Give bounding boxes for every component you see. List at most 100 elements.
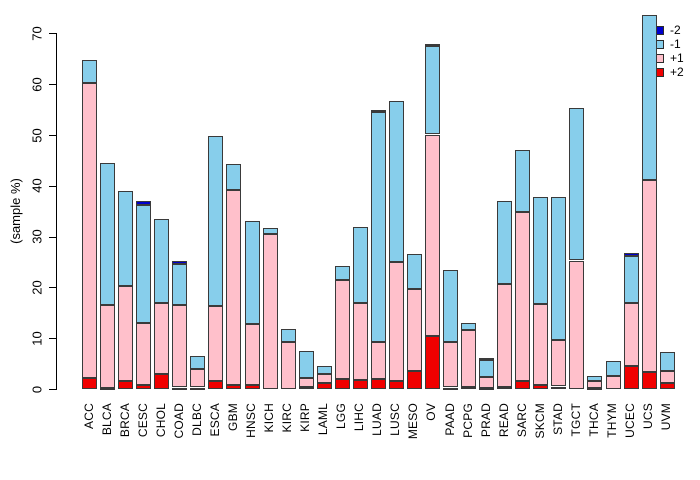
x-tick-label-stad: STAD xyxy=(550,403,565,435)
x-tick-label-brca: BRCA xyxy=(117,403,132,438)
bar-laml-seg-plus1 xyxy=(316,374,332,383)
bar-kich-seg-plus1 xyxy=(262,234,278,389)
y-tick-label: 20 xyxy=(29,280,45,295)
bar-meso-seg-minus1 xyxy=(406,254,422,290)
x-tick-label-ov: OV xyxy=(424,403,439,421)
bar-tgct-seg-minus1 xyxy=(569,107,585,261)
y-tick xyxy=(49,389,56,390)
bar-blca-seg-plus2 xyxy=(100,388,115,390)
x-tick-label-thca: THCA xyxy=(586,403,601,437)
x-tick-label-skcm: SKCM xyxy=(532,403,547,439)
bar-kirc-seg-minus1 xyxy=(280,328,296,343)
legend-item-minus-1: -1 xyxy=(655,37,684,51)
bar-luad-seg-plus2 xyxy=(370,378,386,389)
bar-laml-seg-plus2 xyxy=(316,382,332,389)
bar-ucs-seg-plus2 xyxy=(641,371,657,389)
x-tick-label-kirc: KIRC xyxy=(280,403,295,433)
x-tick-label-laml: LAML xyxy=(316,403,331,436)
bar-cesc-seg-plus2 xyxy=(136,384,152,389)
y-axis-title: (sample %) xyxy=(8,178,23,244)
bar-thym-seg-minus1 xyxy=(605,361,621,377)
bar-read-seg-plus2 xyxy=(497,387,513,389)
bar-prad-seg-minus1 xyxy=(479,359,495,378)
bar-coad-seg-minus1 xyxy=(172,263,188,306)
bar-pcpg-seg-plus2 xyxy=(461,387,477,389)
y-tick xyxy=(49,135,56,136)
x-tick-label-hnsc: HNSC xyxy=(243,403,258,438)
bar-hnsc-seg-plus1 xyxy=(244,324,260,385)
bar-stad-seg-minus1 xyxy=(551,196,567,340)
bar-acc-seg-plus2 xyxy=(82,378,97,389)
legend-item-plus-1: +1 xyxy=(655,51,684,65)
bar-brca-seg-plus1 xyxy=(118,286,134,381)
bar-esca-seg-minus1 xyxy=(208,135,224,306)
bar-coad-seg-plus2 xyxy=(172,387,188,390)
bar-uvm-seg-plus1 xyxy=(659,370,675,384)
bar-lusc-seg-minus1 xyxy=(388,101,404,262)
y-tick-label: 40 xyxy=(29,178,45,194)
bar-ucs-seg-plus1 xyxy=(641,179,657,372)
legend-item-plus-2: +2 xyxy=(655,65,684,79)
bar-prad-seg-minus2 xyxy=(479,357,495,360)
bar-acc-seg-plus1 xyxy=(82,82,97,379)
bar-ov-seg-plus2 xyxy=(424,335,440,389)
bar-read-seg-plus1 xyxy=(497,284,513,387)
bar-luad-seg-plus1 xyxy=(370,342,386,379)
x-tick-label-sarc: SARC xyxy=(514,403,529,438)
bar-cesc-seg-minus2 xyxy=(136,201,152,206)
bar-esca-seg-plus1 xyxy=(208,305,224,381)
x-tick-label-prad: PRAD xyxy=(478,403,493,438)
x-tick-label-esca: ESCA xyxy=(207,403,222,437)
bar-ucs-seg-minus1 xyxy=(641,14,657,180)
bar-ucec-seg-minus1 xyxy=(623,255,639,304)
x-tick-label-kirp: KIRP xyxy=(298,403,313,432)
bar-stad-seg-plus1 xyxy=(551,339,567,387)
x-tick-label-paad: PAAD xyxy=(442,403,457,436)
bar-dlbc-seg-minus1 xyxy=(190,356,206,370)
y-tick xyxy=(49,287,56,289)
bar-sarc-seg-plus2 xyxy=(515,380,531,389)
bar-lihc-seg-plus2 xyxy=(352,379,368,389)
bar-thca-seg-minus1 xyxy=(587,375,603,381)
y-tick xyxy=(49,236,56,238)
bar-cesc-seg-plus1 xyxy=(136,323,152,385)
bar-chol-seg-minus1 xyxy=(154,219,170,304)
x-tick-label-lgg: LGG xyxy=(334,403,349,429)
x-tick-label-dlbc: DLBC xyxy=(189,403,204,436)
x-tick-label-coad: COAD xyxy=(171,403,186,439)
x-tick-label-acc: ACC xyxy=(81,403,96,429)
bar-thym-seg-plus1 xyxy=(605,376,621,389)
bar-coad-seg-minus2 xyxy=(172,260,188,264)
bar-skcm-seg-plus1 xyxy=(533,304,549,385)
bar-meso-seg-plus1 xyxy=(406,289,422,371)
y-tick-label: 60 xyxy=(29,76,45,92)
x-tick-label-lihc: LIHC xyxy=(352,403,367,432)
bar-lusc-seg-plus2 xyxy=(388,380,404,389)
bar-lgg-seg-plus1 xyxy=(334,280,350,379)
bar-uvm-seg-plus2 xyxy=(659,383,675,389)
y-tick-label: 10 xyxy=(29,330,45,346)
y-tick xyxy=(49,338,56,340)
bar-brca-seg-plus2 xyxy=(118,380,134,389)
bar-chol-seg-plus2 xyxy=(154,374,170,389)
bar-ov-seg-plus1 xyxy=(424,134,440,336)
legend-label-plus-2: +2 xyxy=(670,65,684,79)
bar-laml-seg-minus1 xyxy=(316,365,332,375)
bar-cesc-seg-minus1 xyxy=(136,205,152,323)
bar-ov-seg-minus2 xyxy=(424,44,440,47)
x-tick-label-lusc: LUSC xyxy=(388,403,403,436)
y-tick-label: 0 xyxy=(29,385,45,393)
bar-ov-seg-minus1 xyxy=(424,46,440,135)
bar-ucec-seg-plus2 xyxy=(623,365,639,389)
bar-lihc-seg-plus1 xyxy=(352,303,368,380)
bar-sarc-seg-minus1 xyxy=(515,149,531,212)
bar-lusc-seg-plus1 xyxy=(388,261,404,381)
bar-blca-seg-minus1 xyxy=(100,162,115,305)
x-tick-label-blca: BLCA xyxy=(99,403,114,436)
legend-item-minus-2: -2 xyxy=(655,23,684,37)
bar-paad-seg-plus2 xyxy=(443,387,458,390)
bar-thca-seg-plus1 xyxy=(587,380,603,388)
x-tick-label-pcpg: PCPG xyxy=(460,403,475,438)
bar-sarc-seg-plus1 xyxy=(515,211,531,381)
